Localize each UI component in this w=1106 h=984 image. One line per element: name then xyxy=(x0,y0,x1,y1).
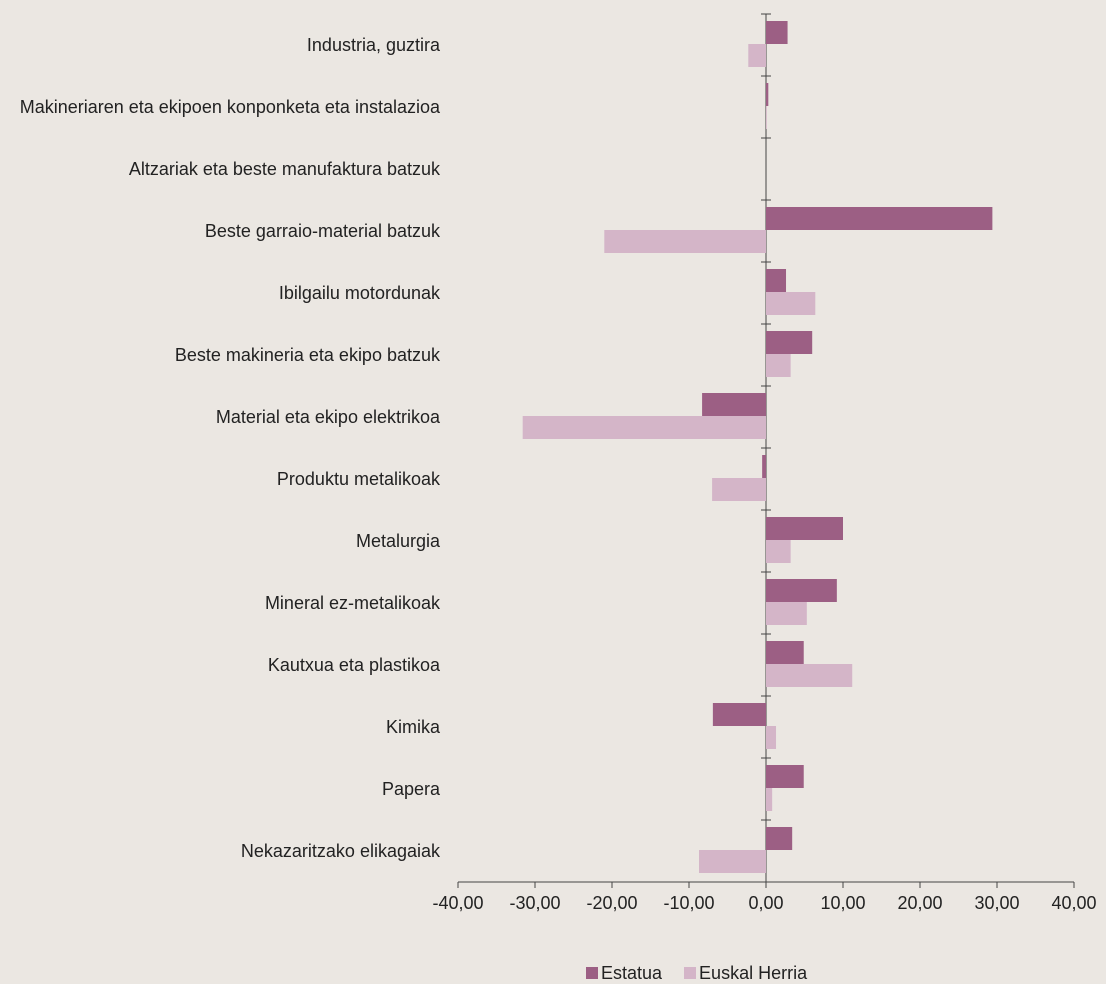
category-label: Mineral ez-metalikoak xyxy=(264,593,440,613)
category-label: Makineriaren eta ekipoen konponketa eta … xyxy=(19,97,440,117)
bar xyxy=(699,850,766,873)
x-tick-label: 20,00 xyxy=(897,893,942,913)
legend-label: Euskal Herria xyxy=(699,963,808,983)
category-label: Material eta ekipo elektrikoa xyxy=(215,407,440,427)
category-label: Industria, guztira xyxy=(306,35,440,55)
bar xyxy=(766,292,816,315)
bar xyxy=(766,827,793,850)
bar xyxy=(766,540,791,563)
bar xyxy=(604,230,766,253)
bar xyxy=(766,83,769,106)
x-tick-label: -40,00 xyxy=(432,893,483,913)
category-label: Kimika xyxy=(385,717,440,737)
bar xyxy=(766,664,853,687)
bar xyxy=(766,641,804,664)
bar xyxy=(766,21,788,44)
bar xyxy=(766,331,813,354)
category-label: Metalurgia xyxy=(355,531,440,551)
category-label: Ibilgailu motordunak xyxy=(278,283,440,303)
category-label: Produktu metalikoak xyxy=(276,469,440,489)
bar xyxy=(766,726,777,749)
legend-label: Estatua xyxy=(601,963,663,983)
bar xyxy=(766,269,787,292)
category-label: Altzariak eta beste manufaktura batzuk xyxy=(128,159,440,179)
legend-swatch xyxy=(684,967,697,979)
x-tick-label: 0,00 xyxy=(748,893,783,913)
category-label: Papera xyxy=(381,779,440,799)
x-tick-label: 10,00 xyxy=(820,893,865,913)
x-tick-label: -20,00 xyxy=(586,893,637,913)
bar xyxy=(766,579,837,602)
bar xyxy=(522,416,766,439)
category-label: Beste makineria eta ekipo batzuk xyxy=(174,345,440,365)
x-tick-label: -30,00 xyxy=(509,893,560,913)
bar xyxy=(712,703,766,726)
category-label: Kautxua eta plastikoa xyxy=(267,655,440,675)
bar xyxy=(712,478,766,501)
category-label: Beste garraio-material batzuk xyxy=(204,221,440,241)
bar xyxy=(762,455,766,478)
bar xyxy=(766,354,791,377)
x-tick-label: 40,00 xyxy=(1051,893,1096,913)
bar xyxy=(766,602,807,625)
bar xyxy=(748,44,766,67)
bar xyxy=(766,765,804,788)
bar xyxy=(766,106,767,129)
bar xyxy=(766,788,773,811)
bar xyxy=(766,207,993,230)
category-label: Nekazaritzako elikagaiak xyxy=(240,841,440,861)
x-tick-label: 30,00 xyxy=(974,893,1019,913)
bar xyxy=(702,393,766,416)
bar xyxy=(766,517,843,540)
x-tick-label: -10,00 xyxy=(663,893,714,913)
legend-swatch xyxy=(586,967,598,979)
